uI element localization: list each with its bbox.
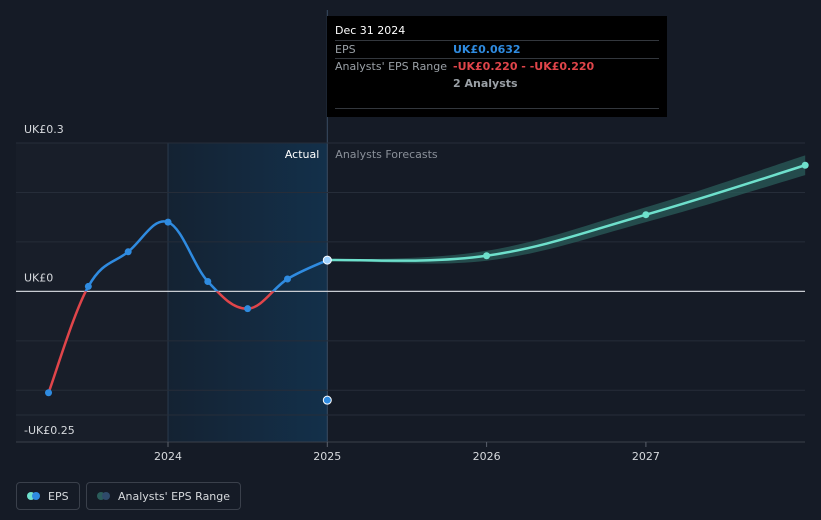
- eps-point: [283, 275, 291, 283]
- tooltip-divider: [335, 40, 659, 41]
- eps-tooltip: Dec 31 2024 EPS UK£0.0632 Analysts' EPS …: [327, 16, 667, 117]
- forecast-point: [642, 211, 650, 219]
- y-tick-label: UK£0: [24, 271, 53, 284]
- eps-legend-icon: [27, 492, 40, 500]
- eps-point: [204, 277, 212, 285]
- last-year-highlight: [168, 143, 328, 442]
- eps-point: [244, 305, 252, 313]
- tooltip-date: Dec 31 2024: [335, 24, 406, 37]
- eps-point: [124, 248, 132, 256]
- eps-point: [84, 282, 92, 290]
- eps-point: [322, 255, 332, 265]
- x-tick-label: 2027: [632, 450, 660, 463]
- eps-range-point: [322, 395, 332, 405]
- x-tick-label: 2025: [313, 450, 341, 463]
- tooltip-range-value: -UK£0.220 - -UK£0.220: [453, 60, 595, 73]
- tooltip-analysts: 2 Analysts: [453, 77, 518, 90]
- actual-label: Actual: [285, 148, 319, 161]
- x-tick-label: 2024: [154, 450, 182, 463]
- eps-range-legend-icon: [97, 492, 110, 500]
- eps-point: [164, 218, 172, 226]
- y-tick-label: -UK£0.25: [24, 424, 75, 437]
- legend-eps[interactable]: EPS: [16, 482, 80, 510]
- x-tick-label: 2026: [473, 450, 501, 463]
- tooltip-eps-label: EPS: [335, 43, 356, 56]
- tooltip-range-label: Analysts' EPS Range: [335, 60, 448, 73]
- tooltip-divider: [335, 108, 659, 109]
- forecast-point: [483, 252, 491, 260]
- tooltip-divider: [335, 58, 659, 59]
- legend-eps-range[interactable]: Analysts' EPS Range: [86, 482, 242, 510]
- tooltip-eps-value: UK£0.0632: [453, 43, 521, 56]
- y-tick-label: UK£0.3: [24, 123, 64, 136]
- legend-eps-label: EPS: [48, 489, 69, 503]
- past-area: [16, 143, 168, 442]
- forecast-label: Analysts Forecasts: [335, 148, 438, 161]
- forecast-line: [327, 164, 806, 262]
- eps-point: [45, 389, 53, 397]
- legend-range-label: Analysts' EPS Range: [118, 489, 231, 503]
- forecast-point: [801, 161, 809, 169]
- forecast-range-band: [327, 155, 806, 264]
